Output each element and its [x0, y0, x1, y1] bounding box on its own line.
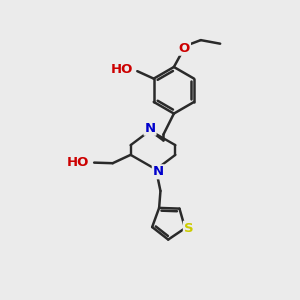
Text: HO: HO: [66, 156, 89, 169]
Text: HO: HO: [110, 63, 133, 76]
Text: N: N: [144, 122, 156, 135]
Text: S: S: [184, 222, 194, 235]
Text: N: N: [153, 165, 164, 178]
Text: O: O: [179, 42, 190, 55]
